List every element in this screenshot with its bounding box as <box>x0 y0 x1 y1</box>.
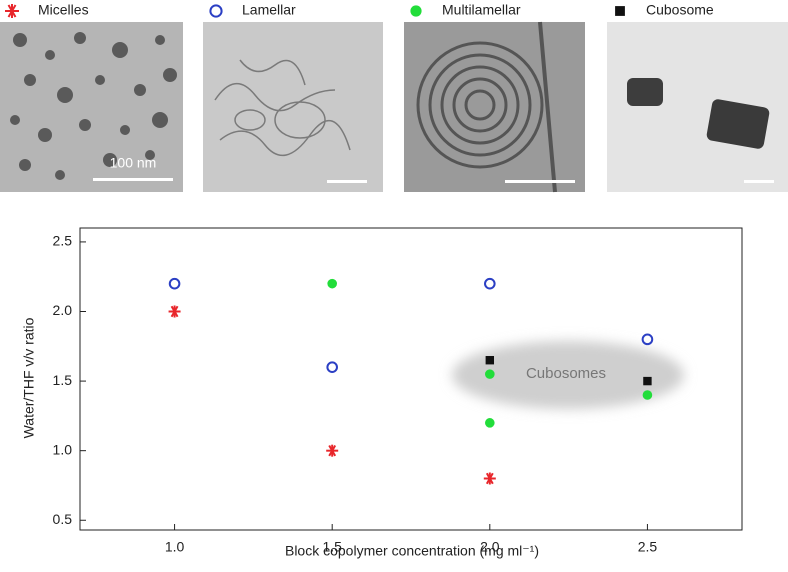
scale-bar-label: 100 nm <box>110 155 157 171</box>
annotation: Cubosomes <box>526 365 606 382</box>
data-point <box>485 418 495 428</box>
data-point <box>326 361 338 373</box>
x-tick-label: 2.0 <box>480 539 500 555</box>
y-tick-label: 2.0 <box>53 302 73 318</box>
legend-marker <box>615 6 625 16</box>
data-point <box>485 356 495 365</box>
data-point <box>641 333 654 346</box>
legend-marker <box>5 4 19 18</box>
y-tick-label: 0.5 <box>53 511 73 527</box>
legend-label: Multilamellar <box>442 2 521 18</box>
legend-marker <box>410 5 422 17</box>
data-point <box>485 369 495 379</box>
data-point <box>483 472 496 485</box>
y-axis-title: Water/THF v/v ratio <box>21 317 37 438</box>
plot-frame <box>79 227 743 531</box>
data-point <box>642 390 653 400</box>
x-axis-title: Block copolymer concentration (mg ml⁻¹) <box>285 543 539 559</box>
micrograph-lamellar <box>203 22 383 192</box>
data-point <box>168 277 181 290</box>
annotation-region <box>452 341 684 409</box>
legend-label: Micelles <box>38 2 89 18</box>
data-point <box>327 278 337 289</box>
micrograph-multilamellar <box>404 21 585 193</box>
data-point <box>643 376 652 386</box>
data-point <box>326 444 339 457</box>
y-tick-label: 2.5 <box>53 233 73 249</box>
micrograph-cubosome <box>607 22 788 192</box>
legend-label: Cubosome <box>646 2 714 18</box>
legend-label: Lamellar <box>242 2 296 18</box>
micrograph-micelles <box>0 22 183 192</box>
x-tick-label: 1.0 <box>165 539 185 555</box>
y-tick-label: 1.5 <box>53 372 73 388</box>
data-point <box>484 277 496 290</box>
y-tick-label: 1.0 <box>53 441 73 457</box>
x-tick-label: 2.5 <box>638 539 658 555</box>
x-tick-label: 1.5 <box>322 539 342 555</box>
legend-marker <box>209 4 223 18</box>
data-point <box>168 305 181 318</box>
